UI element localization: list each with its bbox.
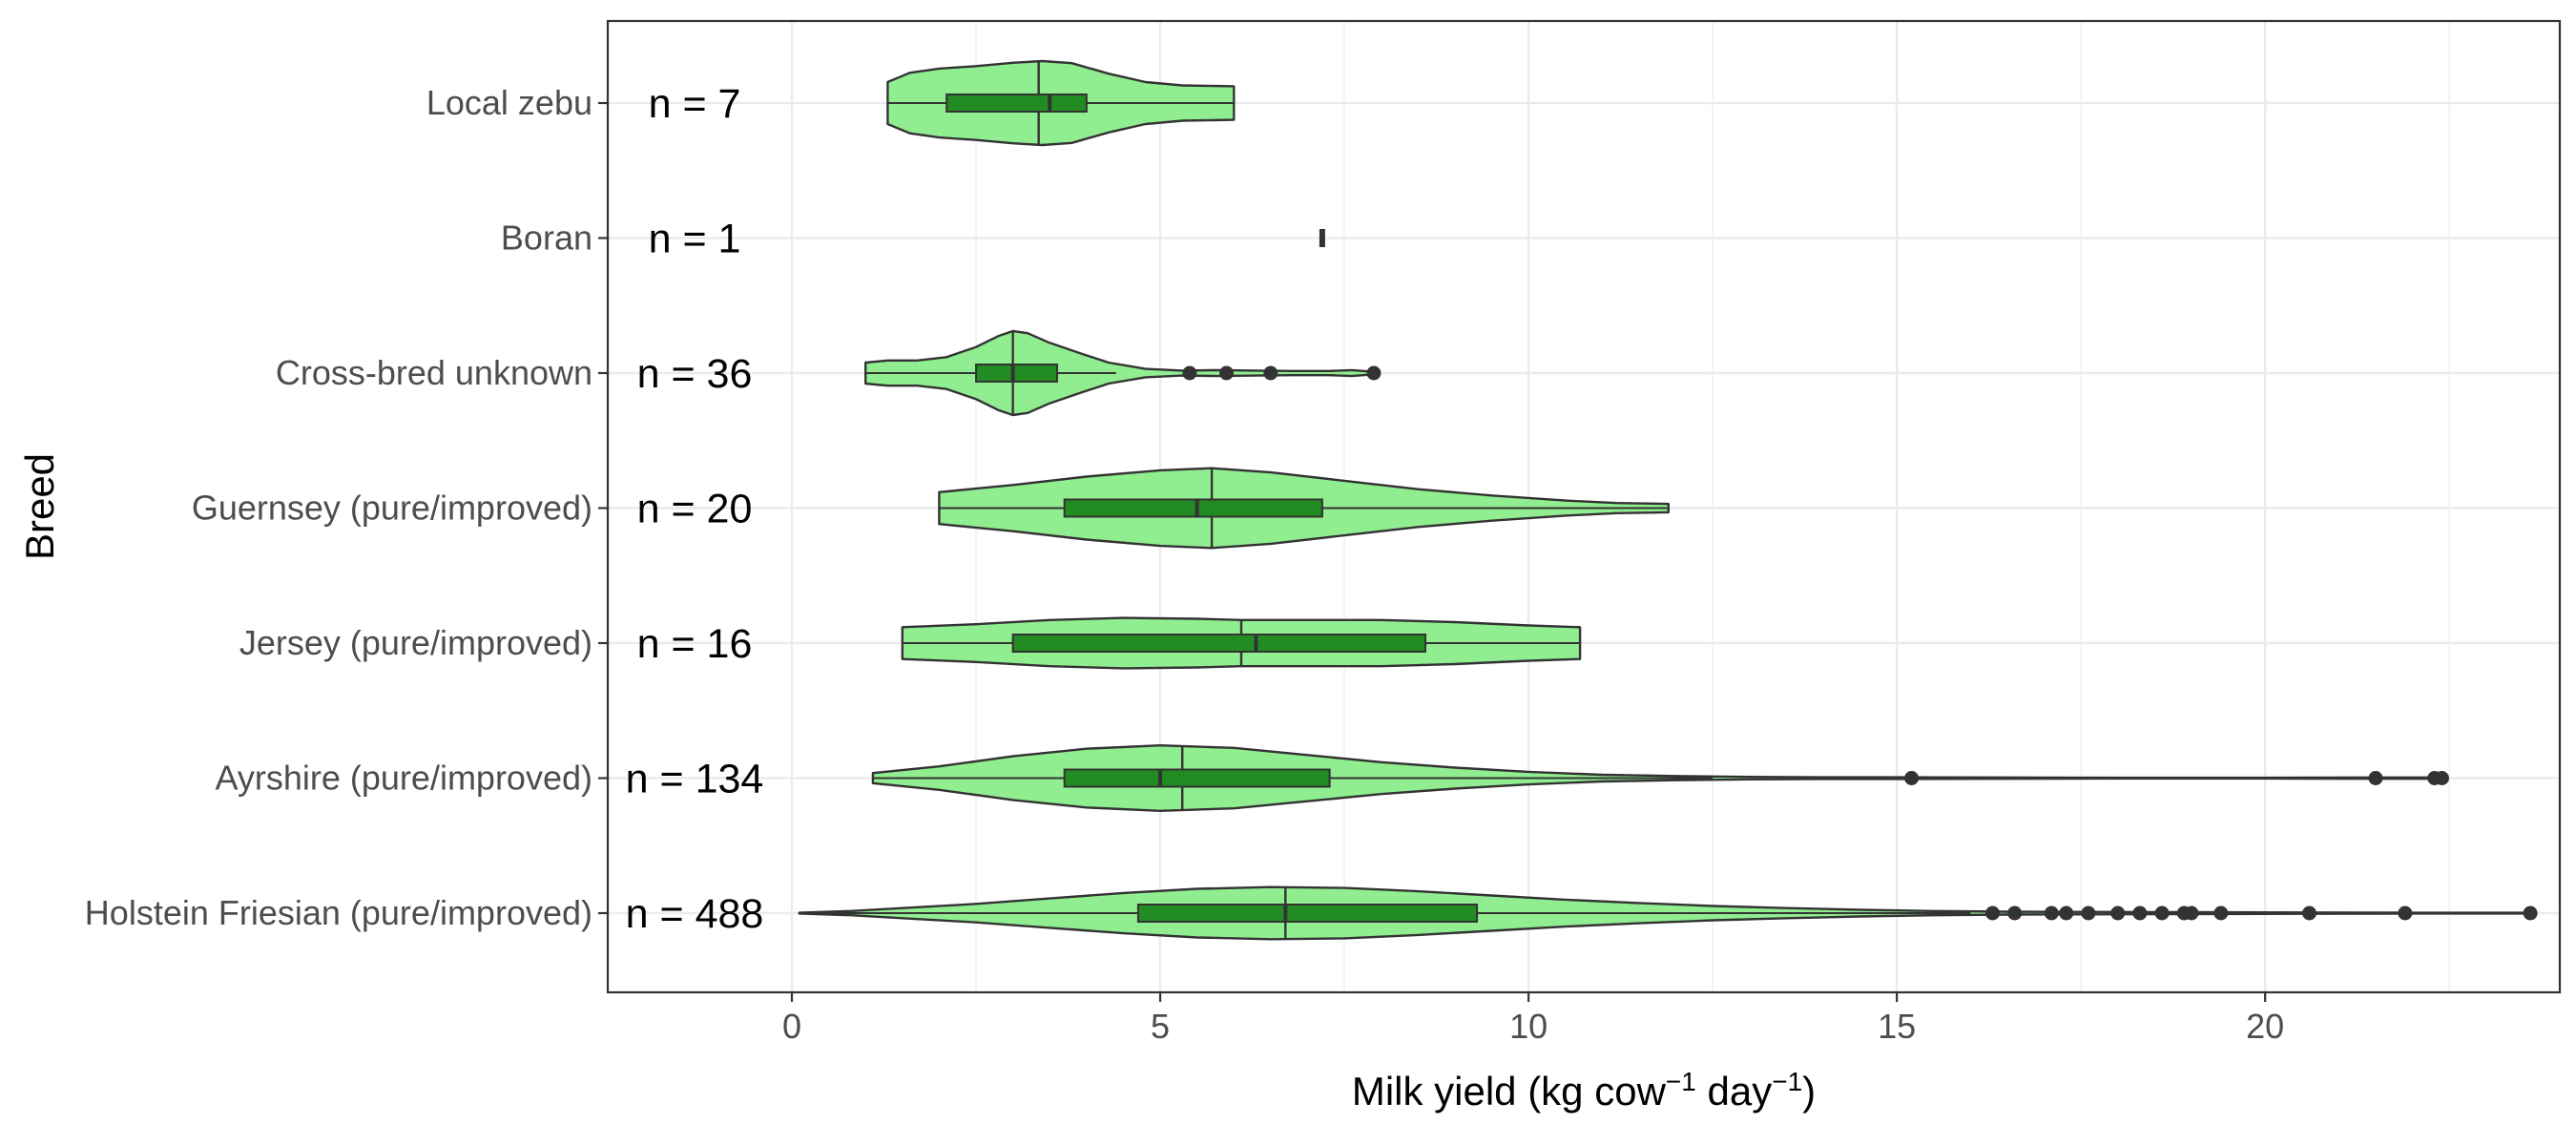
outlier-point xyxy=(1366,365,1381,381)
x-axis: 0 5 10 15 20 xyxy=(782,992,2284,1046)
y-tick-label: Ayrshire (pure/improved) xyxy=(216,759,592,798)
y-tick-label: Cross-bred unknown xyxy=(276,353,592,392)
sample-size-label: n = 7 xyxy=(649,81,741,127)
x-axis-title-sup1: −1 xyxy=(1666,1067,1696,1096)
y-axis: Local zebu Boran Cross-bred unknown Guernse… xyxy=(85,83,608,932)
y-tick-label: Local zebu xyxy=(426,83,592,122)
outlier-point xyxy=(1904,771,1920,785)
y-tick-label: Holstein Friesian (pure/improved) xyxy=(85,893,592,932)
outlier-point xyxy=(2301,906,2316,921)
outlier-point xyxy=(2184,906,2199,921)
outlier-point xyxy=(2523,906,2538,921)
outlier-point xyxy=(2110,906,2126,921)
outlier-point xyxy=(2132,906,2148,921)
outlier-point xyxy=(2044,906,2059,921)
x-tick-label: 20 xyxy=(2246,1007,2284,1046)
sample-size-label: n = 16 xyxy=(637,621,753,667)
boxplots xyxy=(799,94,1971,923)
x-tick-label: 15 xyxy=(1878,1007,1916,1046)
x-tick-label: 5 xyxy=(1151,1007,1170,1046)
x-axis-title-main: Milk yield (kg cow xyxy=(1352,1069,1667,1114)
box xyxy=(945,94,1088,113)
outlier-point xyxy=(2081,906,2096,921)
outlier-point xyxy=(1219,365,1235,381)
x-axis-title-end: ) xyxy=(1802,1069,1816,1114)
box xyxy=(1011,634,1427,653)
x-tick-label: 0 xyxy=(782,1007,801,1046)
sample-size-label: n = 20 xyxy=(637,487,753,532)
x-axis-title: Milk yield (kg cow−1 day−1) xyxy=(1352,1067,1816,1114)
sample-size-label: n = 488 xyxy=(626,891,764,937)
outlier-point xyxy=(2059,906,2074,921)
outlier-point xyxy=(2213,906,2229,921)
outlier-point xyxy=(1263,365,1278,381)
outlier-point xyxy=(2154,906,2170,921)
sample-size-label: n = 134 xyxy=(626,757,764,802)
box xyxy=(975,364,1058,383)
box xyxy=(1063,498,1323,518)
outlier-point xyxy=(2398,906,2413,921)
y-tick-label: Jersey (pure/improved) xyxy=(239,623,592,662)
x-axis-title-sup2: −1 xyxy=(1772,1067,1802,1096)
sample-size-labels: n = 7 n = 1 n = 36 n = 20 n = 16 n = 134 n = 4… xyxy=(626,81,764,937)
outlier-point xyxy=(1985,906,2001,921)
outlier-point xyxy=(2434,771,2449,785)
y-tick-label: Boran xyxy=(501,219,592,258)
sample-size-label: n = 1 xyxy=(649,217,741,262)
sample-size-label: n = 36 xyxy=(637,351,753,397)
x-axis-title-mid: day xyxy=(1696,1069,1772,1114)
y-tick-label: Guernsey (pure/improved) xyxy=(192,489,592,528)
x-tick-label: 10 xyxy=(1509,1007,1548,1046)
y-axis-title: Breed xyxy=(17,453,62,560)
outlier-points xyxy=(1182,365,2538,921)
outlier-point xyxy=(1182,365,1197,381)
panel-border xyxy=(606,19,2562,994)
single-observation-mark xyxy=(1319,229,1325,247)
outlier-point xyxy=(2368,771,2383,785)
box xyxy=(1063,768,1331,788)
outlier-point xyxy=(2007,906,2023,921)
box xyxy=(1136,904,1479,923)
